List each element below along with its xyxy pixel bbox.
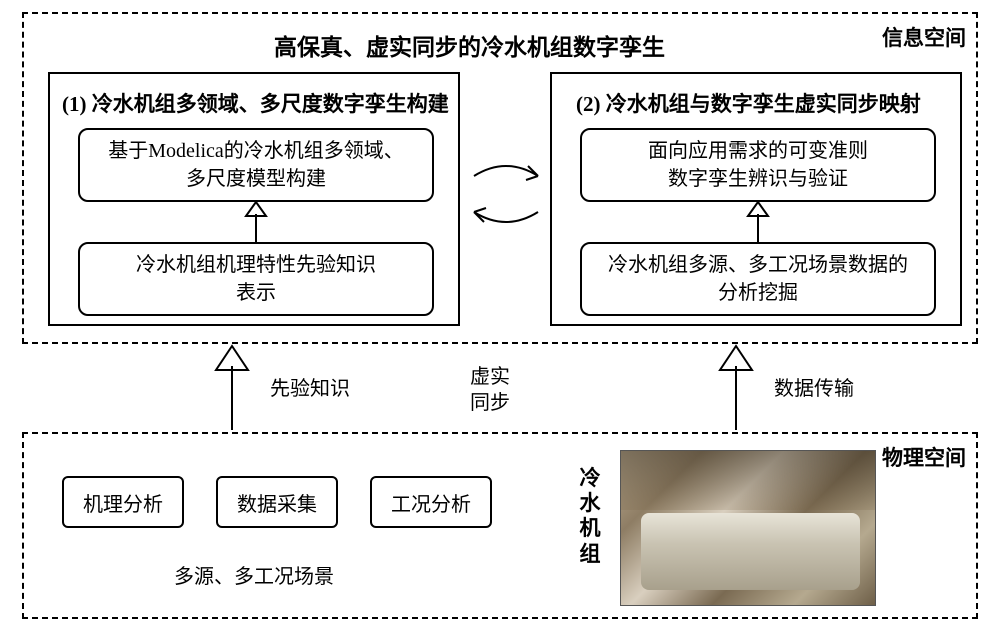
phys-box-2-text: 数据采集 <box>237 488 317 517</box>
phys-box-1-text: 机理分析 <box>83 488 163 517</box>
left-lower-box: 冷水机组机理特性先验知识 表示 <box>78 242 434 316</box>
mid-right-label: 数据传输 <box>774 372 854 401</box>
mid-center-label1: 虚实 <box>470 360 510 389</box>
left-inner-arrow-icon <box>242 200 270 244</box>
right-panel-title: (2) 冷水机组与数字孪生虚实同步映射 <box>576 88 921 118</box>
right-inner-arrow-icon <box>744 200 772 244</box>
device-vertical-label: 冷水机组 <box>579 466 601 567</box>
right-upper-text: 面向应用需求的可变准则 数字孪生辨识与验证 <box>640 133 876 197</box>
info-space-corner-label: 信息空间 <box>882 22 966 52</box>
mid-left-label: 先验知识 <box>270 372 350 401</box>
right-panel: (2) 冷水机组与数字孪生虚实同步映射 面向应用需求的可变准则 数字孪生辨识与验… <box>550 72 962 326</box>
left-upper-text: 基于Modelica的冷水机组多领域、 多尺度模型构建 <box>100 133 412 197</box>
info-space-panel: 高保真、虚实同步的冷水机组数字孪生 信息空间 (1) 冷水机组多领域、多尺度数字… <box>22 12 978 344</box>
right-big-arrow-icon <box>718 344 754 432</box>
phys-box-3: 工况分析 <box>370 476 492 528</box>
phys-space-panel: 物理空间 机理分析 数据采集 工况分析 多源、多工况场景 冷水机组 <box>22 432 978 619</box>
left-panel: (1) 冷水机组多领域、多尺度数字孪生构建 基于Modelica的冷水机组多领域… <box>48 72 460 326</box>
left-big-arrow-icon <box>214 344 250 432</box>
left-lower-text: 冷水机组机理特性先验知识 表示 <box>128 247 384 311</box>
mid-center-label2: 同步 <box>470 386 510 415</box>
phys-space-corner-label: 物理空间 <box>882 442 966 472</box>
right-upper-box: 面向应用需求的可变准则 数字孪生辨识与验证 <box>580 128 936 202</box>
left-panel-title: (1) 冷水机组多领域、多尺度数字孪生构建 <box>62 88 449 118</box>
phys-caption: 多源、多工况场景 <box>174 560 334 589</box>
right-lower-text: 冷水机组多源、多工况场景数据的 分析挖掘 <box>600 247 916 311</box>
right-lower-box: 冷水机组多源、多工况场景数据的 分析挖掘 <box>580 242 936 316</box>
cycle-arrows-icon <box>464 154 548 234</box>
phys-box-3-text: 工况分析 <box>391 488 471 517</box>
device-photo <box>620 450 876 606</box>
info-space-title: 高保真、虚实同步的冷水机组数字孪生 <box>274 28 665 62</box>
phys-box-2: 数据采集 <box>216 476 338 528</box>
phys-box-1: 机理分析 <box>62 476 184 528</box>
left-upper-box: 基于Modelica的冷水机组多领域、 多尺度模型构建 <box>78 128 434 202</box>
